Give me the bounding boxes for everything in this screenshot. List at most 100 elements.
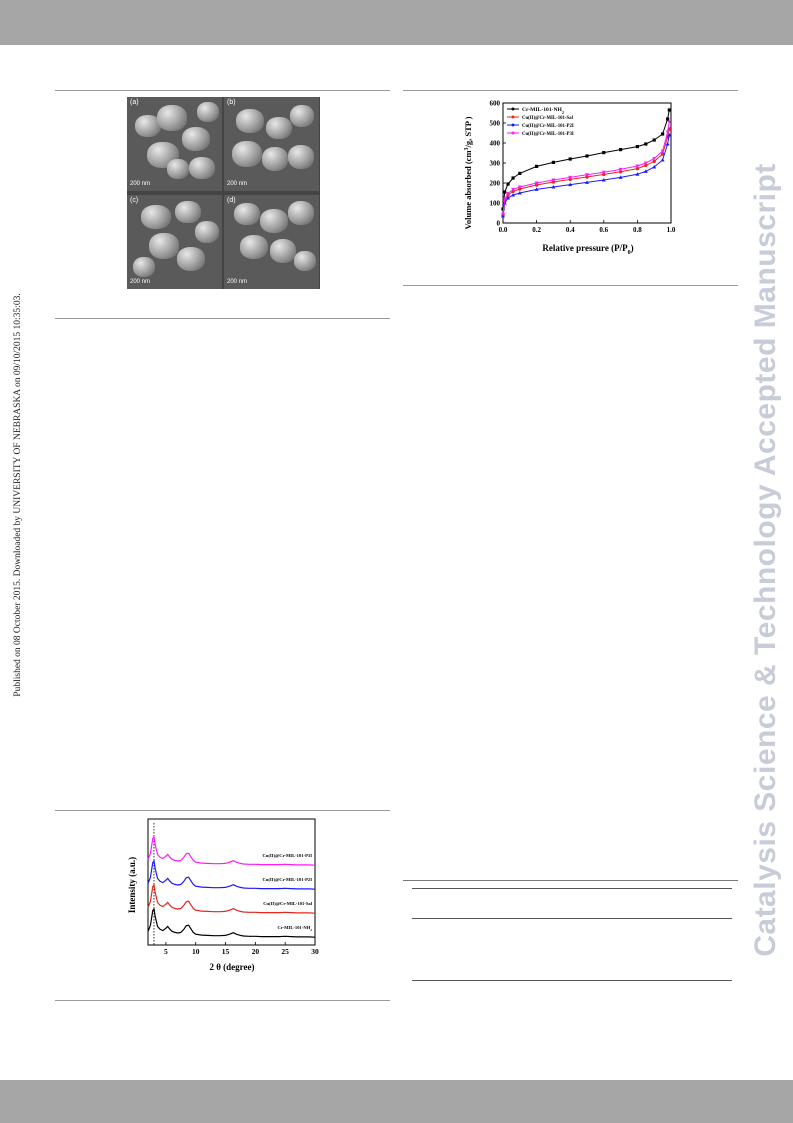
sem-panel-b: (b) 200 nm — [224, 97, 319, 191]
xrd-x-tick-label: 5 — [164, 947, 168, 956]
sem-panel-d: (d) 200 nm — [224, 195, 319, 289]
isotherm-y-axis-label-sup: 3 — [464, 147, 470, 150]
isotherm-data-point — [517, 185, 522, 189]
table-bottom-rule — [412, 980, 732, 981]
isotherm-data-point — [535, 164, 539, 168]
isotherm-data-point — [534, 187, 539, 191]
publication-side-note-text: Published on 08 October 2015. Downloaded… — [13, 293, 23, 697]
xrd-series-label: Cr-MIL-101-NH2 — [278, 925, 313, 932]
isotherm-data-point — [518, 187, 522, 191]
isotherm-data-point — [511, 193, 516, 197]
isotherm-data-point — [511, 176, 515, 180]
isotherm-data-point — [665, 130, 670, 134]
isotherm-legend-marker — [511, 115, 515, 119]
isotherm-data-point — [635, 145, 639, 149]
isotherm-data-point — [585, 180, 589, 184]
isotherm-data-point — [601, 178, 606, 182]
isotherm-data-point — [667, 133, 672, 137]
isotherm-legend-marker — [511, 131, 515, 135]
isotherm-x-tick-label: 0.4 — [566, 226, 575, 234]
journal-watermark-text: Catalysis Science & Technology Accepted … — [749, 163, 782, 957]
isotherm-legend-marker — [511, 123, 515, 127]
table-top-rule — [403, 880, 738, 881]
isotherm-data-point — [511, 187, 516, 192]
isotherm-data-point — [568, 177, 572, 182]
figure-bottom-rule — [55, 318, 390, 319]
isotherm-y-axis-label-main: Volume absorbed (cm — [463, 150, 473, 229]
xrd-series-line — [147, 907, 316, 938]
isotherm-data-point — [660, 158, 665, 162]
sem-panel-a-scale: 200 nm — [130, 181, 151, 187]
isotherm-data-point — [568, 175, 573, 180]
sem-panel-b-label: (b) — [227, 99, 236, 106]
isotherm-x-axis-label-main: Relative pressure (P/P — [542, 243, 628, 253]
isotherm-data-point — [551, 160, 555, 164]
xrd-x-tick-label: 20 — [252, 947, 260, 956]
isotherm-data-point — [652, 138, 656, 142]
isotherm-data-point — [501, 207, 505, 211]
isotherm-x-axis-label: Relative pressure (P/P0) — [542, 243, 633, 256]
isotherm-data-point — [652, 165, 657, 169]
isotherm-legend-label: Cu(II)@Cr-MIL-101-P2I — [522, 124, 574, 129]
isotherm-chart: 0 100 200 300 400 500 600 0.0 0.2 0.4 0.6 0.8 1.0 Cr-… — [463, 100, 676, 257]
isotherm-y-tick-label: 600 — [490, 100, 501, 108]
bottom-footer-band — [0, 1080, 793, 1123]
isotherm-top-rule — [403, 90, 738, 91]
isotherm-x-tick-label: 0.2 — [532, 226, 541, 234]
isotherm-legend-marker — [511, 107, 515, 111]
isotherm-x-axis-label-sub: 0 — [628, 250, 631, 256]
isotherm-data-point — [551, 178, 556, 182]
isotherm-y-tick-label: 200 — [490, 180, 501, 188]
sem-panel-b-scale: 200 nm — [227, 181, 248, 187]
xrd-x-axis-label: 2 θ (degree) — [209, 962, 254, 972]
isotherm-data-point — [585, 173, 589, 177]
sem-image-figure: (a) 200 nm (b) 200 nm (c) 200 nm (d) 200… — [127, 97, 320, 289]
isotherm-data-point — [652, 159, 656, 164]
isotherm-data-point — [506, 182, 510, 186]
isotherm-data-point — [602, 172, 606, 177]
isotherm-y-tick-label: 500 — [490, 120, 501, 128]
isotherm-x-tick-label: 1.0 — [667, 226, 676, 234]
table-header-top-rule — [412, 888, 732, 889]
xrd-x-tick-label: 15 — [222, 947, 230, 956]
top-header-band — [0, 0, 793, 45]
journal-watermark: Catalysis Science & Technology Accepted … — [738, 125, 793, 995]
isotherm-data-point — [661, 132, 665, 136]
isotherm-data-point — [506, 191, 511, 196]
isotherm-y-tick-label: 300 — [490, 160, 501, 168]
isotherm-bottom-rule — [403, 285, 738, 286]
xrd-x-tick-label: 25 — [281, 947, 289, 956]
isotherm-data-point — [568, 157, 572, 161]
sem-panel-a: (a) 200 nm — [127, 97, 222, 191]
isotherm-y-axis-label: Volume absorbed (cm3/g, STP ) — [463, 116, 473, 229]
isotherm-legend-label: Cr-MIL-101-NH2 — [522, 107, 564, 115]
publication-side-note: Published on 08 October 2015. Downloaded… — [4, 265, 32, 725]
isotherm-data-point — [652, 157, 657, 161]
isotherm-data-point — [534, 181, 539, 185]
isotherm-data-point — [635, 164, 640, 168]
table-header-bottom-rule — [412, 918, 732, 919]
isotherm-data-point — [503, 190, 507, 194]
isotherm-data-point — [502, 197, 507, 202]
isotherm-data-point — [518, 171, 522, 175]
isotherm-data-point — [501, 212, 505, 216]
xrd-top-rule — [55, 810, 390, 811]
isotherm-data-point — [643, 161, 648, 165]
isotherm-data-point — [618, 170, 623, 174]
isotherm-plot-area: 0 100 200 300 400 500 600 0.0 0.2 0.4 0.6 0.8 1.0 Cr-… — [490, 100, 676, 235]
isotherm-data-point — [644, 142, 648, 146]
isotherm-data-point — [618, 175, 623, 179]
isotherm-data-point — [618, 167, 623, 172]
isotherm-data-point — [506, 196, 511, 200]
isotherm-y-axis-label-end: /g, STP ) — [463, 116, 473, 148]
isotherm-data-point — [585, 175, 589, 179]
figure-top-rule — [55, 90, 390, 91]
isotherm-legend-label: Cu(II)@Cr-MIL-101-Sal — [522, 116, 574, 121]
sem-panel-c-label: (c) — [130, 197, 139, 204]
isotherm-y-tick-label: 400 — [490, 140, 501, 148]
isotherm-data-point — [643, 169, 648, 173]
xrd-y-axis-label: Intensity (a.u.) — [127, 857, 137, 913]
isotherm-data-point — [666, 117, 670, 121]
sem-panel-d-scale: 200 nm — [227, 279, 248, 285]
xrd-chart: 5 10 15 20 25 30 Cu(II)@Cr-MIL-101-P3I Cu(II)@C… — [127, 818, 319, 972]
